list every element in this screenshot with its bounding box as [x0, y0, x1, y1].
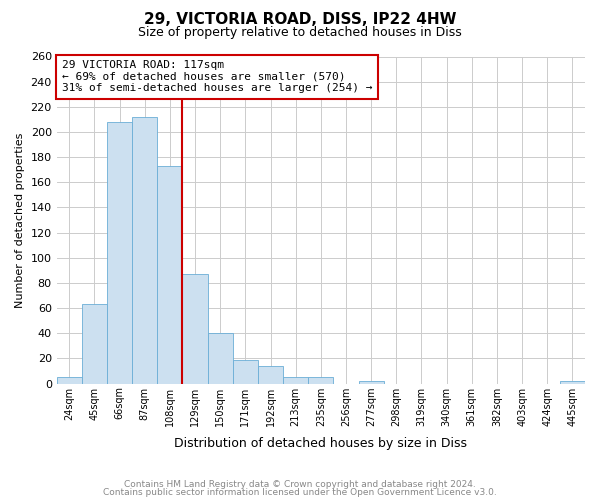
Text: 29 VICTORIA ROAD: 117sqm
← 69% of detached houses are smaller (570)
31% of semi-: 29 VICTORIA ROAD: 117sqm ← 69% of detach… — [62, 60, 372, 94]
Bar — [308, 378, 334, 384]
Text: Contains public sector information licensed under the Open Government Licence v3: Contains public sector information licen… — [103, 488, 497, 497]
Bar — [56, 378, 82, 384]
Bar — [258, 366, 283, 384]
Y-axis label: Number of detached properties: Number of detached properties — [15, 132, 25, 308]
Bar — [560, 381, 585, 384]
Bar — [233, 360, 258, 384]
Bar — [283, 378, 308, 384]
X-axis label: Distribution of detached houses by size in Diss: Distribution of detached houses by size … — [175, 437, 467, 450]
Bar — [107, 122, 132, 384]
Bar — [82, 304, 107, 384]
Text: 29, VICTORIA ROAD, DISS, IP22 4HW: 29, VICTORIA ROAD, DISS, IP22 4HW — [144, 12, 456, 28]
Text: Contains HM Land Registry data © Crown copyright and database right 2024.: Contains HM Land Registry data © Crown c… — [124, 480, 476, 489]
Bar — [359, 381, 384, 384]
Text: Size of property relative to detached houses in Diss: Size of property relative to detached ho… — [138, 26, 462, 39]
Bar — [132, 117, 157, 384]
Bar — [208, 334, 233, 384]
Bar — [157, 166, 182, 384]
Bar — [182, 274, 208, 384]
